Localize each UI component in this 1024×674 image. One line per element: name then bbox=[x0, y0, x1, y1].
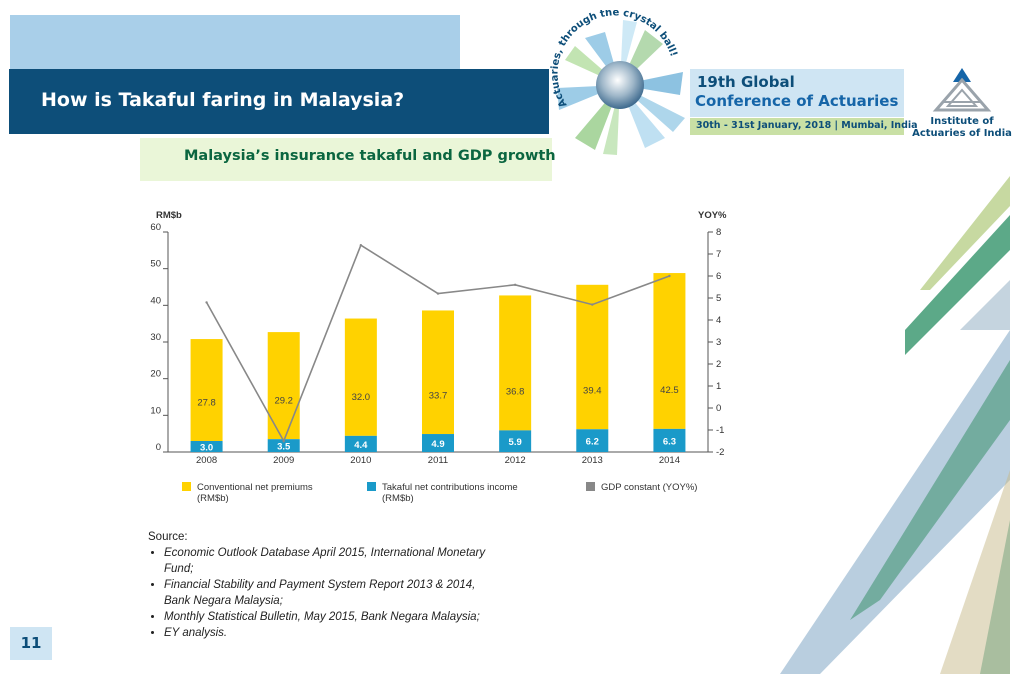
conference-line2: Conference of Actuaries bbox=[695, 92, 899, 110]
page-title: How is Takaful faring in Malaysia? bbox=[41, 89, 405, 111]
y-tick-label: 0 bbox=[156, 442, 161, 453]
y2-tick-label: 2 bbox=[716, 359, 721, 370]
conference-box: 19th Global Conference of Actuaries bbox=[690, 69, 904, 117]
bar-takaful bbox=[422, 434, 454, 452]
legend-swatch bbox=[367, 482, 376, 491]
conference-line1: 19th Global bbox=[697, 73, 795, 91]
gdp-point bbox=[359, 244, 363, 247]
source-block: Source: Economic Outlook Database April … bbox=[148, 529, 494, 641]
bar-takaful bbox=[576, 429, 609, 452]
bar-conventional bbox=[576, 284, 609, 430]
conference-date: 30th - 31st January, 2018 | Mumbai, Indi… bbox=[696, 120, 918, 131]
y2-tick-label: 8 bbox=[716, 227, 721, 238]
bar-conventional-label: 36.8 bbox=[506, 387, 524, 398]
takaful-gdp-chart: RM$b YOY% 0 10 20 30 40 50 60 -2 -1 0 1 2 3 4 5 6 7 8 27.8 3.… bbox=[150, 210, 727, 504]
bar-conventional bbox=[267, 332, 300, 440]
y-tick-label: 30 bbox=[150, 332, 161, 343]
y2-tick-label: 7 bbox=[716, 249, 721, 260]
legend-label: Takaful net contributions income bbox=[382, 482, 518, 493]
x-tick-label: 2009 bbox=[273, 455, 294, 466]
y2-tick-label: -2 bbox=[716, 447, 724, 458]
title-bar: How is Takaful faring in Malaysia? bbox=[9, 69, 549, 134]
x-tick-label: 2014 bbox=[659, 455, 680, 466]
bar-takaful-label: 3.5 bbox=[277, 442, 291, 453]
y2-tick-label: 0 bbox=[716, 403, 721, 414]
y2-tick-label: 4 bbox=[716, 315, 721, 326]
y-tick-label: 20 bbox=[150, 369, 161, 380]
bar-conventional bbox=[653, 273, 686, 429]
bar-takaful bbox=[267, 439, 300, 452]
y-tick-label: 60 bbox=[150, 222, 161, 233]
bar-takaful bbox=[653, 428, 686, 452]
institute-line1: Institute of bbox=[930, 116, 994, 127]
bar-conventional bbox=[499, 295, 532, 431]
x-tick-label: 2011 bbox=[428, 455, 448, 466]
gdp-point bbox=[282, 439, 285, 443]
y2-axis-label: YOY% bbox=[698, 210, 727, 221]
y2-tick-label: 3 bbox=[716, 337, 721, 348]
legend-label: (RM$b) bbox=[197, 493, 229, 504]
bar-conventional-label: 32.0 bbox=[352, 392, 371, 403]
institute-logo: Institute of Actuaries of India bbox=[912, 66, 1012, 140]
source-item: Economic Outlook Database April 2015, In… bbox=[164, 545, 494, 577]
bar-takaful bbox=[190, 441, 223, 452]
legend-label: Conventional net premiums bbox=[197, 482, 313, 493]
x-tick-label: 2010 bbox=[350, 455, 371, 466]
header-top-band bbox=[10, 15, 460, 71]
legend-swatch bbox=[586, 482, 595, 491]
gdp-point bbox=[205, 301, 208, 304]
source-item: EY analysis. bbox=[164, 625, 494, 641]
bar-conventional bbox=[190, 339, 223, 441]
crystal-ball-logo-icon: Actuaries, through the crystal ball! bbox=[550, 10, 685, 155]
bar-takaful bbox=[499, 430, 532, 452]
gdp-point bbox=[436, 292, 440, 295]
legend-swatch bbox=[182, 482, 191, 491]
bar-takaful-label: 5.9 bbox=[509, 437, 522, 448]
institute-line2: Actuaries of India bbox=[912, 128, 1012, 139]
gdp-point bbox=[668, 274, 671, 278]
bar-conventional-label: 42.5 bbox=[660, 385, 679, 396]
bar-conventional-label: 33.7 bbox=[429, 390, 448, 401]
bar-takaful-label: 6.2 bbox=[586, 437, 599, 448]
source-list: Economic Outlook Database April 2015, In… bbox=[148, 545, 494, 641]
chart-subtitle-box: Malaysia’s insurance takaful and GDP gro… bbox=[140, 138, 556, 181]
institute-emblem-icon bbox=[932, 68, 992, 112]
legend-label: GDP constant (YOY%) bbox=[601, 482, 697, 493]
bar-takaful bbox=[344, 435, 377, 452]
y2-tick-label: 5 bbox=[716, 293, 721, 304]
conference-date-box: 30th - 31st January, 2018 | Mumbai, Indi… bbox=[690, 118, 918, 135]
bar-takaful-label: 4.9 bbox=[431, 439, 444, 450]
y2-tick-label: -1 bbox=[716, 425, 724, 436]
y-axis-label: RM$b bbox=[156, 210, 182, 221]
y2-tick-label: 6 bbox=[716, 271, 721, 282]
source-heading: Source: bbox=[148, 531, 188, 543]
gdp-point bbox=[513, 283, 517, 286]
bar-conventional-label: 27.8 bbox=[197, 397, 216, 408]
legend-label: (RM$b) bbox=[382, 493, 414, 504]
y-tick-label: 40 bbox=[150, 295, 161, 306]
y-tick-label: 50 bbox=[150, 259, 161, 270]
bar-conventional bbox=[422, 310, 454, 435]
bar-takaful-label: 6.3 bbox=[663, 436, 676, 447]
source-item: Financial Stability and Payment System R… bbox=[164, 577, 494, 609]
bar-conventional-label: 29.2 bbox=[274, 396, 293, 407]
bar-conventional-label: 39.4 bbox=[583, 386, 602, 397]
x-tick-label: 2012 bbox=[505, 455, 526, 466]
x-tick-label: 2013 bbox=[582, 455, 603, 466]
bar-takaful-label: 4.4 bbox=[354, 440, 368, 451]
y-tick-label: 10 bbox=[150, 405, 161, 416]
chart-subtitle: Malaysia’s insurance takaful and GDP gro… bbox=[184, 148, 556, 164]
x-tick-label: 2008 bbox=[196, 455, 217, 466]
bar-conventional bbox=[344, 318, 377, 436]
source-item: Monthly Statistical Bulletin, May 2015, … bbox=[164, 609, 494, 625]
y2-tick-label: 1 bbox=[716, 381, 721, 392]
bar-takaful-label: 3.0 bbox=[200, 443, 213, 454]
gdp-point bbox=[591, 303, 594, 306]
page-number: 11 bbox=[10, 627, 52, 660]
